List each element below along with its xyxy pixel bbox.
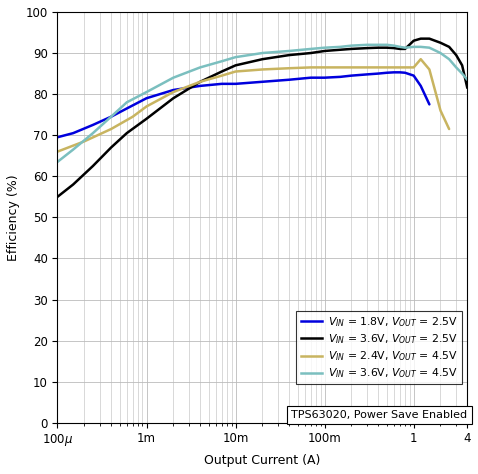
X-axis label: Output Current (A): Output Current (A) <box>204 454 321 467</box>
Y-axis label: Efficiency (%): Efficiency (%) <box>7 174 20 261</box>
Legend: $V_{IN}$ = 1.8V, $V_{OUT}$ = 2.5V, $V_{IN}$ = 3.6V, $V_{OUT}$ = 2.5V, $V_{IN}$ =: $V_{IN}$ = 1.8V, $V_{OUT}$ = 2.5V, $V_{I… <box>296 311 462 384</box>
Text: TPS63020, Power Save Enabled: TPS63020, Power Save Enabled <box>291 410 467 420</box>
